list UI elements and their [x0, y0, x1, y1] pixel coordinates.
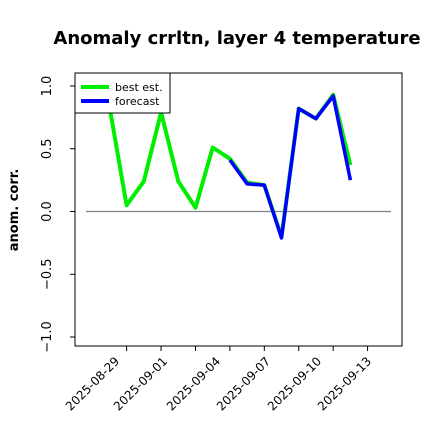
- y-axis-label: anom. corr.: [7, 169, 22, 252]
- y-tick-label: −0.5: [40, 258, 55, 290]
- y-tick-label: 0.0: [40, 201, 55, 222]
- legend-label-best-est: best est.: [115, 81, 163, 94]
- y-axis: 1.0 0.5 0.0 −0.5 −1.0: [40, 76, 75, 353]
- y-tick-label: −1.0: [40, 321, 55, 353]
- y-tick-label: 1.0: [40, 76, 55, 97]
- series-line-forecast: [228, 94, 353, 240]
- x-tick-label: 2025-09-07: [214, 354, 273, 413]
- legend: best est. forecast: [74, 72, 171, 114]
- x-axis: 2025-08-292025-09-012025-09-042025-09-07…: [63, 346, 374, 413]
- series-layer: [107, 92, 353, 240]
- legend-label-forecast: forecast: [115, 95, 160, 108]
- y-tick-label: 0.5: [40, 138, 55, 159]
- legend-box: [74, 72, 171, 114]
- x-tick-label: 2025-09-13: [315, 354, 374, 413]
- plot-area: [74, 72, 403, 347]
- chart-title: Anomaly crrltn, layer 4 temperature: [53, 28, 420, 49]
